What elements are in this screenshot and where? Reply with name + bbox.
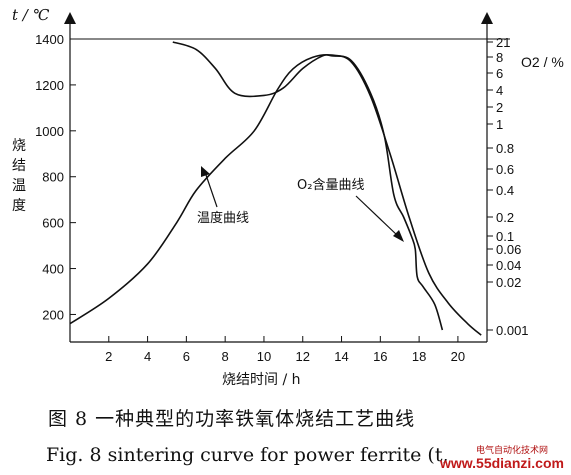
x-tick-label: 18 [412,349,426,364]
right-tick-label: 0.04 [496,258,521,273]
left-axis-label-line: 度 [12,198,26,214]
temperature-curve-label: 温度曲线 [197,210,249,226]
right-tick-label: 1 [496,117,503,132]
x-tick-label: 6 [183,349,190,364]
x-tick-label: 2 [105,349,112,364]
right-tick-label: 21 [496,35,510,50]
series-group [69,41,482,336]
y-tick-label: 1000 [35,124,64,139]
x-tick-label: 4 [144,349,151,364]
left-axis-unit: t / ℃ [12,6,50,24]
y-tick-label: 400 [42,262,64,277]
right-tick-label: 0.8 [496,141,514,156]
left-axis-label-line: 结 [12,158,26,174]
x-tick-label: 12 [296,349,310,364]
x-tick-label: 8 [222,349,229,364]
left-axis-label-line: 温 [12,178,26,194]
x-tick-label: 10 [257,349,271,364]
o2-curve-label: O₂含量曲线 [297,177,364,193]
o2-label-arrowhead [393,230,404,242]
y-tick-label: 1200 [35,78,64,93]
temperature-label-arrow-shaft [204,171,218,208]
x-tick-label: 16 [373,349,387,364]
right-axis-label: O2 / % [521,54,564,70]
o2-label-arrow-shaft [355,195,399,237]
o2-content-curve [172,41,444,331]
right-tick-label: 4 [496,83,503,98]
temperature-label-arrowhead [201,166,210,177]
y-tick-label: 800 [42,170,64,185]
right-tick-label: 0.1 [496,229,514,244]
right-axis-arrow [481,12,493,24]
right-tick-label: 0.2 [496,210,514,225]
watermark-site-name: 电气自动化技术网 [476,446,549,456]
left-axis-arrow [64,12,76,24]
x-axis-label: 烧结时间 / h [222,372,301,388]
watermark-url: www.55dianzi.com [440,455,564,471]
x-tick-label: 14 [334,349,348,364]
x-tick-label: 20 [451,349,465,364]
y-tick-label: 1400 [35,32,64,47]
y-tick-group: 200 400 600 800 1000 1200 1400 [35,32,76,322]
right-tick-label: 0.02 [496,275,521,290]
figure-caption-chinese: 图 8 一种典型的功率铁氧体烧结工艺曲线 [48,408,416,430]
right-tick-label: 6 [496,66,503,81]
left-axis-label-line: 烧 [12,138,26,154]
right-tick-label: 0.06 [496,242,521,257]
x-tick-group: 2 4 6 8 10 12 14 16 18 20 [105,336,465,364]
right-tick-label: 2 [496,100,503,115]
right-tick-label: 8 [496,50,503,65]
left-axis-label: 烧 结温度 [12,138,30,214]
temperature-curve [69,53,482,336]
chart-axes [64,12,510,343]
right-tick-label: 0.6 [496,162,514,177]
y-tick-label: 600 [42,216,64,231]
figure-caption-english: Fig. 8 sintering curve for power ferrite… [46,444,449,466]
right-tick-label: 0.4 [496,183,514,198]
y-tick-label: 200 [42,307,64,322]
right-tick-label: 0.001 [496,323,529,338]
